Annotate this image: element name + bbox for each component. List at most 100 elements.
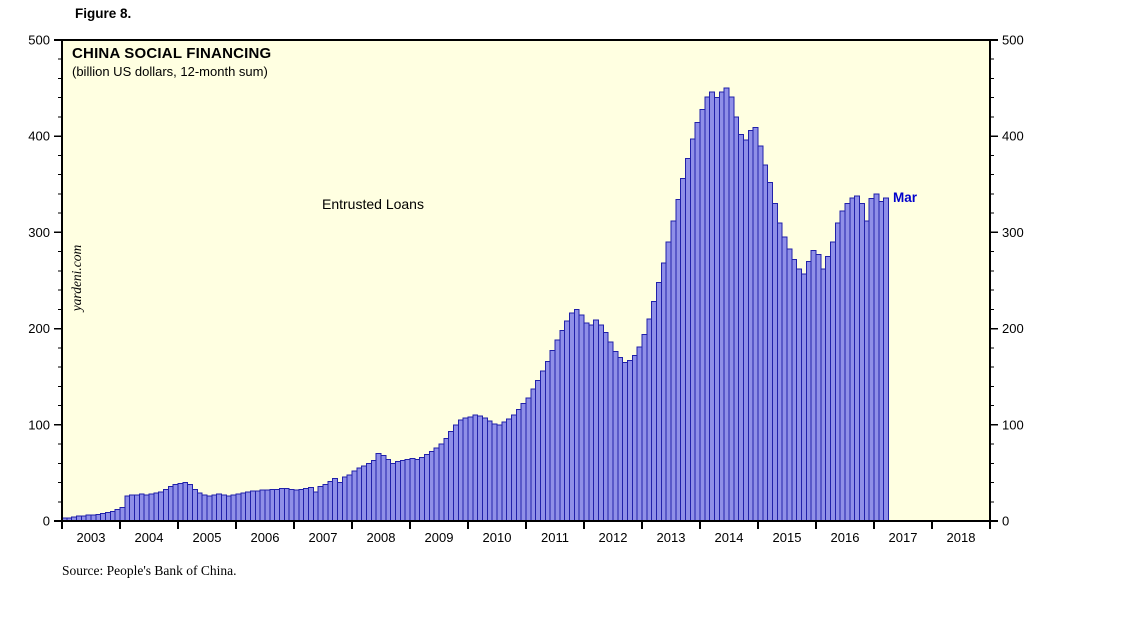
- bar: [839, 210, 846, 522]
- y-tick-label-left: 500: [28, 33, 50, 48]
- y-tick-label-right: 0: [1002, 514, 1009, 529]
- bar: [158, 491, 164, 522]
- bar: [433, 447, 440, 522]
- bar: [187, 483, 193, 522]
- bar: [636, 346, 643, 522]
- bar: [805, 260, 812, 522]
- bar: [772, 203, 778, 522]
- bar: [786, 248, 793, 522]
- bar: [370, 459, 377, 522]
- bar: [622, 361, 628, 522]
- bar: [443, 437, 450, 522]
- bar: [472, 414, 479, 522]
- bar: [438, 443, 445, 522]
- year-label: 2017: [889, 530, 918, 545]
- bar: [506, 418, 513, 522]
- year-label: 2008: [367, 530, 396, 545]
- y-tick-label-right: 200: [1002, 321, 1024, 336]
- bar: [675, 199, 682, 522]
- bar: [453, 424, 459, 522]
- bar: [549, 350, 556, 522]
- bar: [680, 178, 686, 522]
- y-ticks: [54, 39, 998, 522]
- bar: [641, 333, 648, 522]
- bar: [646, 318, 653, 522]
- bar: [825, 255, 831, 522]
- bar: [201, 494, 208, 522]
- bar: [95, 513, 102, 522]
- bar: [796, 268, 802, 522]
- bar: [356, 467, 363, 522]
- bar: [728, 96, 735, 522]
- bar: [583, 322, 590, 522]
- bar: [395, 460, 401, 522]
- bar: [428, 451, 435, 522]
- bar: [612, 351, 619, 522]
- year-label: 2016: [831, 530, 860, 545]
- bar: [868, 198, 875, 522]
- bar: [192, 488, 198, 522]
- bar: [844, 203, 851, 522]
- bar: [399, 459, 406, 522]
- y-tick-label-left: 400: [28, 129, 50, 144]
- bar: [254, 490, 261, 522]
- y-tick-label-left: 200: [28, 321, 50, 336]
- bar: [723, 87, 730, 522]
- year-label: 2010: [483, 530, 512, 545]
- chart-title: CHINA SOCIAL FINANCING: [72, 45, 272, 62]
- bar: [520, 403, 527, 522]
- y-tick-label-right: 100: [1002, 417, 1024, 432]
- bar: [269, 488, 276, 522]
- bar: [762, 164, 769, 522]
- y-tick-label-left: 0: [43, 514, 50, 529]
- bar: [163, 488, 169, 522]
- bar: [351, 470, 358, 522]
- bar: [303, 487, 310, 522]
- bar: [138, 493, 145, 522]
- bar: [515, 408, 522, 522]
- bar: [134, 494, 140, 522]
- bar: [380, 455, 387, 522]
- bar: [752, 127, 759, 522]
- bar: [327, 481, 334, 522]
- bar: [651, 301, 657, 522]
- bar: [221, 494, 227, 522]
- bar: [337, 482, 343, 522]
- bar: [767, 181, 773, 522]
- bar: [167, 485, 174, 522]
- bar: [390, 462, 397, 522]
- bar: [810, 250, 817, 522]
- bar: [216, 493, 222, 522]
- bar: [322, 483, 329, 522]
- bar: [230, 494, 237, 522]
- y-axis-labels: 0 0 100 100 200 200 300 300 400 400 500 500: [28, 33, 1023, 529]
- bar: [863, 220, 870, 522]
- bar: [854, 195, 860, 522]
- bar: [540, 370, 546, 522]
- year-label: 2007: [309, 530, 338, 545]
- bar: [873, 193, 880, 522]
- bar: [878, 201, 885, 522]
- bar: [312, 491, 319, 522]
- bar: [544, 360, 551, 522]
- bar: [100, 512, 106, 522]
- bar: [245, 491, 251, 522]
- bar: [859, 203, 865, 522]
- bar: [791, 258, 798, 522]
- year-label: 2006: [251, 530, 280, 545]
- bar: [718, 91, 725, 522]
- bar: [704, 96, 711, 522]
- y-tick-label-left: 100: [28, 417, 50, 432]
- latest-month-label: Mar: [893, 190, 918, 205]
- y-tick-label-right: 300: [1002, 225, 1024, 240]
- watermark: yardeni.com: [69, 244, 84, 312]
- bar: [830, 241, 836, 522]
- bar: [747, 129, 754, 522]
- bar: [457, 419, 464, 522]
- bar: [714, 97, 720, 522]
- bar: [143, 494, 150, 522]
- bar: [486, 420, 493, 522]
- bar: [346, 474, 353, 522]
- bar: [298, 488, 305, 522]
